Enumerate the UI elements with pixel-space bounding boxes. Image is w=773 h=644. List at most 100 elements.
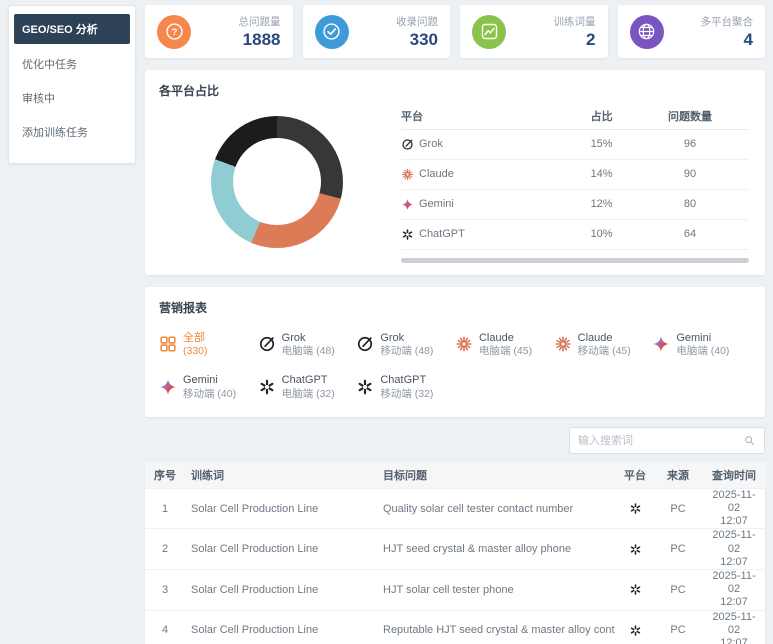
chip-name: Claude — [577, 331, 613, 344]
trend-icon — [472, 14, 506, 49]
platform-table-row: Gemini 12% 80 — [401, 189, 749, 220]
query-time: 2025-11-02 12:07 — [701, 609, 767, 644]
filter-chip-chatgpt-pc[interactable]: ChatGPT 电脑端 (32) — [258, 373, 357, 401]
query-time: 2025-11-02 12:07 — [701, 528, 767, 570]
chatgpt-icon — [258, 378, 276, 396]
filter-chip-gemini-mobile[interactable]: Gemini 移动端 (40) — [159, 373, 258, 401]
horizontal-scrollbar[interactable] — [401, 257, 749, 263]
sidebar-item-reviewing[interactable]: 审核中 — [22, 93, 55, 105]
target-question: Reputable HJT seed crystal & master allo… — [377, 609, 615, 644]
stat-value: 1888 — [242, 29, 281, 49]
search-icon[interactable] — [743, 434, 756, 447]
filter-chip-grok-mobile[interactable]: Grok 移动端 (48) — [356, 331, 455, 359]
questions-table-card: 序号 训练词 目标问题 平台 来源 查询时间 1 Solar Cell Production… — [145, 462, 767, 644]
source: PC — [655, 569, 701, 611]
stat-label: 收录问题 — [396, 15, 438, 28]
platform-filter-chips: 全部 (330) Grok 电脑端 (48) Grok 移动端 (48) Claude 电脑端… — [159, 331, 751, 402]
platform-table-row: ChatGPT 10% 64 — [401, 219, 749, 250]
filter-chip-claude-pc[interactable]: Claude 电脑端 (45) — [455, 331, 554, 359]
chip-text: Claude 移动端 (45) — [578, 331, 631, 359]
questions-table-header: 目标问题 — [377, 462, 615, 489]
filter-chip-grok-pc[interactable]: Grok 电脑端 (48) — [258, 331, 357, 359]
filter-chip-gemini-pc[interactable]: Gemini 电脑端 (40) — [652, 331, 751, 359]
chip-text: ChatGPT 电脑端 (32) — [282, 373, 335, 401]
chip-name: ChatGPT — [281, 374, 328, 387]
platform-table-row: Grok 15% 96 — [401, 129, 749, 160]
platform-name: ChatGPT — [419, 228, 465, 240]
sidebar-item-add-training-task[interactable]: 添加训练任务 — [22, 127, 88, 139]
svg-text:?: ? — [171, 27, 177, 38]
chip-count: 移动端 (40) — [183, 387, 237, 400]
chatgpt-icon — [629, 502, 642, 515]
table-row: 3 Solar Cell Production Line HJT solar cel… — [145, 569, 767, 611]
sidebar: GEO/SEO 分析优化中任务审核中添加训练任务 — [8, 5, 136, 164]
platform-table-header: 平台 — [401, 103, 573, 130]
platform-share-table: 平台 占比 问题数量 Grok 15% 96 Claude 14% 90 Gemini 12% 80… — [401, 103, 749, 250]
platform-share-card: 各平台占比 平台 占比 问题数量 Grok 15% 96 Claude 14% 90 Gemin… — [145, 70, 765, 275]
chip-text: 全部 (330) — [183, 331, 208, 359]
platform-count: 64 — [631, 219, 749, 250]
chip-name: Grok — [281, 331, 306, 344]
stat-label: 训练词量 — [553, 15, 596, 28]
claude-icon — [455, 335, 473, 353]
platform-table-header: 占比 — [572, 103, 632, 130]
chip-count: 电脑端 (45) — [478, 344, 533, 357]
stat-meta: 收录问题 330 — [396, 14, 438, 50]
chip-text: Claude 电脑端 (45) — [479, 331, 532, 359]
training-word: Solar Cell Production Line — [185, 609, 377, 644]
stat-meta: 多平台聚合 4 — [701, 14, 754, 50]
chip-text: Grok 移动端 (48) — [380, 331, 433, 359]
chip-count: 电脑端 (48) — [281, 344, 335, 357]
chatgpt-icon — [629, 543, 642, 556]
source: PC — [655, 487, 701, 529]
stat-card-training-words: 训练词量 2 — [460, 5, 608, 58]
chip-name: Grok — [380, 331, 405, 344]
chip-count: 电脑端 (32) — [281, 387, 335, 400]
stat-label: 多平台聚合 — [700, 15, 754, 28]
questions-table-header: 训练词 — [185, 462, 377, 489]
filter-chip-all[interactable]: 全部 (330) — [159, 331, 258, 359]
row-index: 3 — [145, 569, 185, 611]
platform-share-body: 平台 占比 问题数量 Grok 15% 96 Claude 14% 90 Gemini 12% 80… — [159, 103, 751, 263]
stat-card-indexed-questions: 收录问题 330 — [302, 5, 450, 58]
filter-chip-chatgpt-mobile[interactable]: ChatGPT 移动端 (32) — [356, 373, 455, 401]
gemini-icon — [159, 378, 177, 396]
platform-table-header: 问题数量 — [631, 103, 749, 130]
stat-card-total-questions: ? 总问题量 1888 — [145, 5, 293, 58]
row-index: 4 — [145, 609, 185, 644]
chip-count: 移动端 (48) — [380, 344, 434, 357]
stat-value: 4 — [743, 29, 753, 49]
donut-hole — [233, 138, 321, 226]
query-time: 2025-11-02 12:07 — [701, 569, 767, 611]
chip-text: Gemini 电脑端 (40) — [676, 331, 729, 359]
questions-table-header: 序号 — [145, 462, 185, 489]
platform-share-title: 各平台占比 — [159, 84, 220, 98]
source: PC — [655, 528, 701, 570]
globe-icon — [629, 14, 664, 49]
stat-card-multi-platform: 多平台聚合 4 — [617, 5, 765, 58]
row-index: 1 — [145, 487, 185, 529]
stat-value: 330 — [409, 29, 438, 49]
questions-table-header: 查询时间 — [701, 462, 767, 489]
stat-cards-row: ? 总问题量 1888 收录问题 330 训练词量 2 多平台聚合 4 — [145, 5, 765, 58]
table-row: 1 Solar Cell Production Line Quality solar… — [145, 487, 767, 529]
target-question: HJT seed crystal & master alloy phone — [377, 528, 615, 570]
questions-table: 序号 训练词 目标问题 平台 来源 查询时间 1 Solar Cell Production… — [145, 462, 767, 644]
platform-percent: 14% — [572, 159, 632, 190]
training-word: Solar Cell Production Line — [185, 569, 377, 611]
sidebar-item-geo-seo[interactable]: GEO/SEO 分析 — [14, 14, 130, 44]
platform-table-row: Claude 14% 90 — [401, 159, 749, 190]
platform-percent: 10% — [572, 219, 632, 250]
platform-count: 80 — [631, 189, 749, 220]
search-input[interactable] — [578, 434, 743, 447]
filter-chip-claude-mobile[interactable]: Claude 移动端 (45) — [554, 331, 653, 359]
table-row: 2 Solar Cell Production Line HJT seed crys… — [145, 528, 767, 570]
chatgpt-icon — [356, 378, 374, 396]
chip-name: Gemini — [183, 374, 218, 387]
check-icon — [314, 14, 349, 49]
sidebar-item-optimizing-tasks[interactable]: 优化中任务 — [22, 59, 77, 71]
questions-table-header: 来源 — [655, 462, 701, 489]
platform-count: 90 — [631, 159, 749, 190]
stat-label: 总问题量 — [238, 15, 281, 28]
training-word: Solar Cell Production Line — [185, 528, 377, 570]
